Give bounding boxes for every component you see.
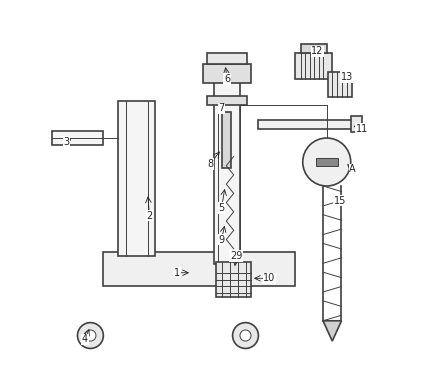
Text: 11: 11 [356,124,368,134]
Circle shape [303,138,351,186]
Polygon shape [323,321,342,341]
Circle shape [233,323,258,349]
Bar [258,119,358,129]
Text: 9: 9 [218,234,225,244]
Text: 1: 1 [174,268,180,278]
Text: 5: 5 [218,203,225,213]
Bar [118,101,155,256]
Text: A: A [349,164,356,174]
Text: 29: 29 [230,251,242,261]
Circle shape [78,323,103,349]
Bar [301,44,327,53]
Bar [203,64,251,83]
Bar [316,158,338,166]
Bar [207,53,247,64]
Bar [351,116,362,132]
Bar [328,71,352,97]
Circle shape [85,330,96,341]
Bar [52,131,103,145]
Bar [207,96,247,105]
Circle shape [240,330,251,341]
Text: 7: 7 [218,103,225,113]
Bar [295,53,332,79]
Text: 4: 4 [82,334,88,344]
Bar [216,262,251,297]
Text: 8: 8 [207,159,214,169]
Text: 2: 2 [146,211,153,221]
Bar [214,71,240,263]
Text: 12: 12 [311,46,324,56]
Text: 6: 6 [224,74,230,84]
Text: 15: 15 [334,196,346,206]
Text: 13: 13 [341,72,353,82]
Bar [222,112,231,167]
Text: 10: 10 [264,273,276,283]
Bar [103,253,295,286]
Text: 3: 3 [63,137,70,147]
